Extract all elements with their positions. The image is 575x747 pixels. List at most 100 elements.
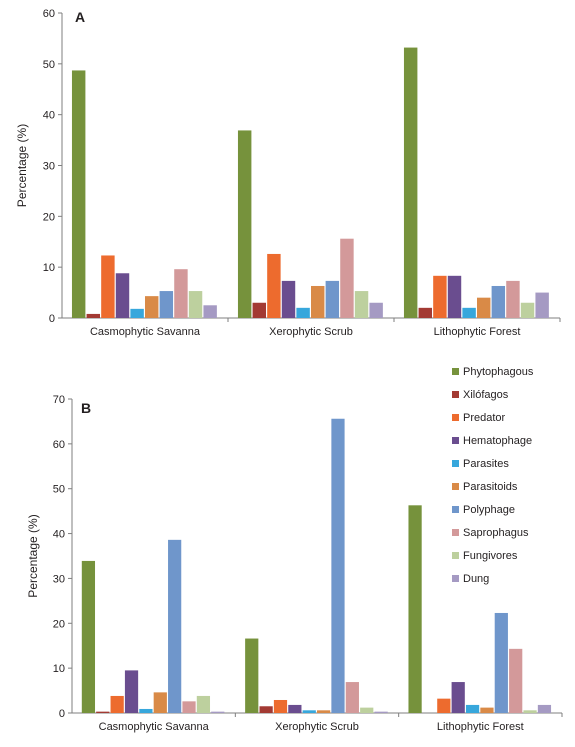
chart-a-bar bbox=[203, 305, 217, 318]
chart-b-bar bbox=[211, 711, 225, 713]
chart-b-bar bbox=[494, 612, 508, 713]
chart-a-y-tick-label: 40 bbox=[43, 110, 55, 122]
chart-b-bar bbox=[110, 695, 124, 713]
chart-a-bar bbox=[174, 269, 188, 318]
chart-panel-b: 0 10 20 30 40 50 60 70 Percentage (%) B Casmophyti… bbox=[26, 394, 563, 733]
chart-b-bar bbox=[465, 704, 480, 713]
chart-a-bar bbox=[311, 285, 325, 318]
chart-b-bar bbox=[288, 704, 302, 713]
chart-b-bar bbox=[480, 707, 494, 713]
chart-b-bar bbox=[437, 698, 451, 713]
legend-swatch bbox=[452, 529, 459, 536]
legend-swatch bbox=[452, 460, 459, 467]
chart-b-y-tick-label: 0 bbox=[59, 708, 65, 720]
chart-b-bar bbox=[259, 706, 273, 713]
chart-b-category-label: Xerophytic Scrub bbox=[275, 721, 359, 733]
chart-b-bar bbox=[139, 708, 153, 713]
chart-a-bar bbox=[447, 275, 462, 318]
chart-b-bar bbox=[408, 505, 422, 713]
chart-a-bar bbox=[296, 307, 310, 318]
chart-b-bar bbox=[523, 710, 537, 713]
chart-b-bar bbox=[196, 695, 211, 713]
chart-a-y-tick-label: 20 bbox=[43, 211, 55, 223]
chart-a-bar bbox=[535, 292, 549, 318]
chart-panel-a: 0 10 20 30 40 50 60 Percentage (%) A Casmophytic … bbox=[15, 8, 561, 338]
chart-a-y-tick-label: 30 bbox=[43, 161, 55, 173]
legend-label: Parasitoids bbox=[463, 481, 518, 493]
legend-swatch bbox=[452, 552, 459, 559]
chart-a-y-axis-label: Percentage (%) bbox=[15, 124, 29, 207]
chart-b-category-label: Casmophytic Savanna bbox=[99, 721, 210, 733]
legend-swatch bbox=[452, 414, 459, 421]
chart-a-bar bbox=[159, 291, 174, 318]
chart-a-y-tick-label: 60 bbox=[43, 8, 55, 20]
chart-b-y-tick-label: 30 bbox=[53, 573, 65, 585]
chart-a-bar bbox=[71, 70, 86, 318]
legend-swatch bbox=[452, 437, 459, 444]
legend-label: Parasites bbox=[463, 458, 509, 470]
chart-b-bar bbox=[81, 560, 96, 713]
chart-a-bar bbox=[267, 253, 281, 318]
chart-b-y-tick-label: 70 bbox=[53, 394, 65, 406]
chart-a-bar bbox=[477, 297, 491, 318]
chart-a-category-label: Casmophytic Savanna bbox=[90, 326, 201, 338]
chart-b-y-tick-label: 60 bbox=[53, 439, 65, 451]
chart-a-bar bbox=[418, 307, 433, 318]
chart-b-category-label: Lithophytic Forest bbox=[437, 721, 524, 733]
chart-b-bar bbox=[317, 710, 331, 713]
chart-a-panel-label: A bbox=[75, 9, 85, 25]
chart-b-bar bbox=[509, 648, 523, 713]
chart-a-bar bbox=[86, 313, 101, 318]
legend-swatch bbox=[452, 391, 459, 398]
legend-swatch bbox=[452, 368, 459, 375]
chart-b-panel-label: B bbox=[81, 400, 91, 416]
chart-b-y-tick-label: 50 bbox=[53, 484, 65, 496]
chart-a-bar bbox=[369, 302, 383, 318]
chart-b-bar bbox=[182, 701, 196, 713]
chart-a-bar bbox=[491, 285, 506, 318]
legend-label: Phytophagous bbox=[463, 366, 534, 378]
legend-label: Hematophage bbox=[463, 435, 532, 447]
chart-b-bar bbox=[96, 711, 110, 713]
chart-a-bar bbox=[325, 280, 340, 318]
chart-a-category-label: Xerophytic Scrub bbox=[269, 326, 353, 338]
chart-b-bar bbox=[124, 670, 139, 713]
chart-a-y-tick-label: 0 bbox=[49, 313, 55, 325]
chart-a-bar bbox=[130, 308, 144, 318]
chart-b-bar bbox=[345, 682, 359, 713]
chart-a-bar bbox=[506, 280, 520, 318]
chart-b-y-tick-label: 20 bbox=[53, 618, 65, 630]
chart-b-bar bbox=[245, 638, 259, 713]
chart-b-bar bbox=[331, 418, 345, 713]
legend-swatch bbox=[452, 483, 459, 490]
chart-b-y-tick-label: 40 bbox=[53, 529, 65, 541]
chart-a-bar bbox=[145, 296, 159, 318]
chart-a-y-tick-label: 50 bbox=[43, 59, 55, 71]
chart-a-bar bbox=[115, 273, 130, 318]
legend-label: Dung bbox=[463, 573, 489, 585]
legend-swatch bbox=[452, 575, 459, 582]
legend-label: Xilófagos bbox=[463, 389, 509, 401]
chart-b-bar bbox=[168, 539, 182, 713]
chart-b-y-axis-label: Percentage (%) bbox=[26, 514, 40, 597]
chart-a-bar bbox=[188, 291, 203, 318]
legend-label: Predator bbox=[463, 412, 506, 424]
chart-b-y-tick-label: 10 bbox=[53, 663, 65, 675]
chart-a-bar bbox=[354, 291, 369, 318]
legend-swatch bbox=[452, 506, 459, 513]
chart-a-bar bbox=[520, 302, 535, 318]
chart-a-bar bbox=[403, 47, 418, 318]
legend-label: Fungivores bbox=[463, 550, 518, 562]
chart-b-bar bbox=[273, 699, 288, 713]
chart-a-bar bbox=[237, 130, 252, 318]
legend-label: Saprophagus bbox=[463, 527, 529, 539]
chart-a-y-tick-label: 10 bbox=[43, 262, 55, 274]
chart-a-bar bbox=[252, 302, 267, 318]
chart-a-category-label: Lithophytic Forest bbox=[434, 326, 521, 338]
chart-a-bar bbox=[340, 238, 354, 318]
chart-b-bar bbox=[153, 692, 167, 713]
chart-a-bar bbox=[101, 255, 115, 318]
chart-a-bar bbox=[462, 307, 476, 318]
